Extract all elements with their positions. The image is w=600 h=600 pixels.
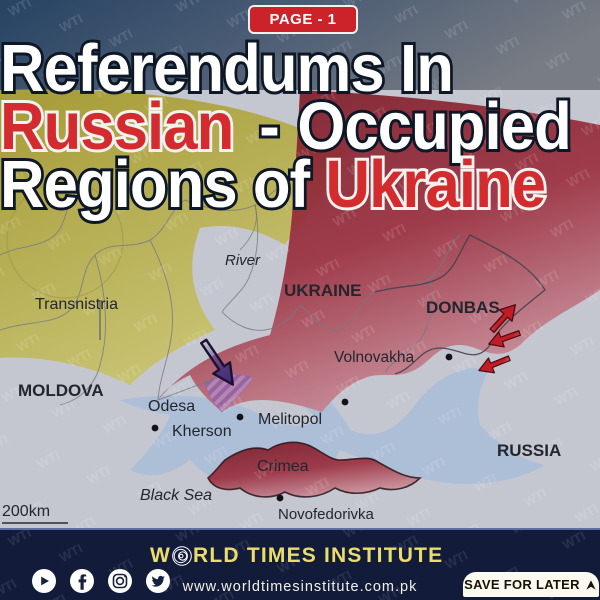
svg-text:Kherson: Kherson xyxy=(172,423,232,440)
svg-text:River: River xyxy=(225,252,261,269)
svg-text:Novofedorivka: Novofedorivka xyxy=(278,506,375,523)
svg-text:Odesa: Odesa xyxy=(148,398,195,415)
svg-text:UKRAINE: UKRAINE xyxy=(284,281,361,300)
svg-text:Transnistria: Transnistria xyxy=(35,296,118,313)
svg-text:Black Sea: Black Sea xyxy=(140,487,212,504)
svg-text:Melitopol: Melitopol xyxy=(258,411,322,428)
svg-text:200km: 200km xyxy=(2,503,50,520)
svg-text:DONBAS: DONBAS xyxy=(426,298,500,317)
svg-text:Volnovakha: Volnovakha xyxy=(334,349,415,366)
svg-text:Crimea: Crimea xyxy=(257,458,309,475)
svg-text:MOLDOVA: MOLDOVA xyxy=(18,381,104,400)
svg-text:RUSSIA: RUSSIA xyxy=(497,441,561,460)
